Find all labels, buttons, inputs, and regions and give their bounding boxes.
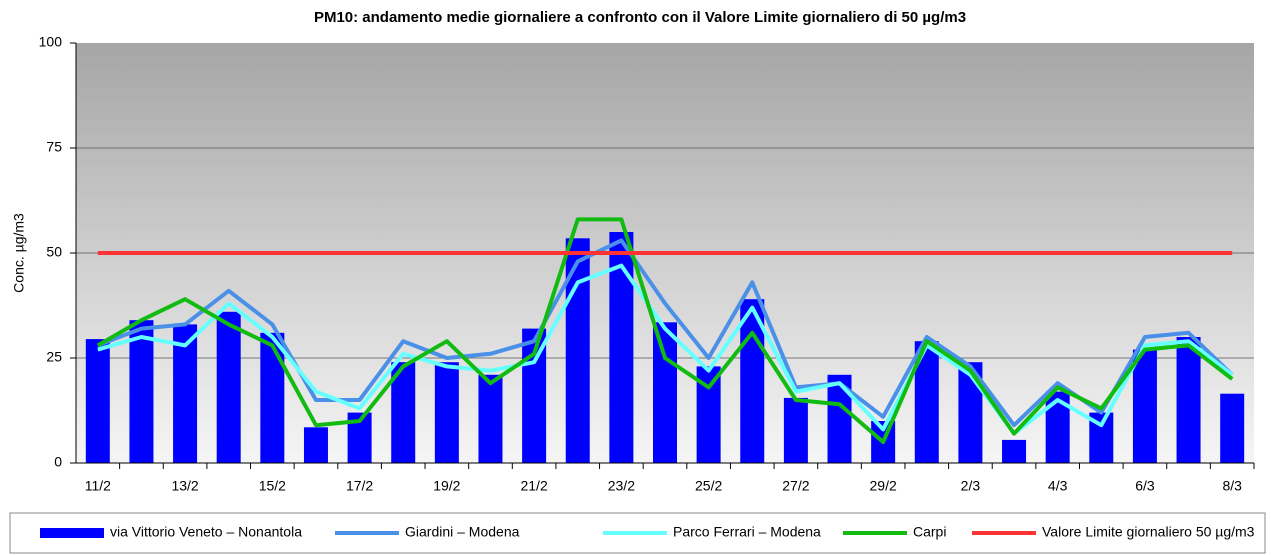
x-tick-label: 23/2 — [608, 478, 635, 494]
x-tick-label: 21/2 — [520, 478, 547, 494]
x-tick-label: 6/3 — [1135, 478, 1155, 494]
x-tick-label: 4/3 — [1048, 478, 1068, 494]
x-tick-label: 15/2 — [259, 478, 286, 494]
x-tick-label: 2/3 — [961, 478, 981, 494]
x-tick-label: 29/2 — [870, 478, 897, 494]
chart-title: PM10: andamento medie giornaliere a conf… — [314, 9, 966, 26]
bar — [1220, 393, 1245, 463]
legend-swatch — [40, 528, 104, 538]
bar — [1089, 412, 1114, 463]
y-axis-label: Conc. µg/m3 — [11, 213, 27, 293]
bar — [260, 332, 285, 463]
bar — [391, 362, 416, 463]
x-tick-label: 19/2 — [433, 478, 460, 494]
bar — [1002, 439, 1027, 463]
bar — [434, 362, 459, 463]
y-tick-label: 100 — [39, 34, 63, 50]
line — [96, 217, 1234, 444]
x-tick-label: 11/2 — [85, 478, 111, 494]
bar — [1045, 391, 1070, 463]
line — [97, 263, 1234, 436]
bar — [958, 362, 983, 463]
bar — [216, 311, 241, 463]
legend-label: Parco Ferrari – Modena — [673, 524, 821, 540]
x-tick-label: 25/2 — [695, 478, 722, 494]
bar — [173, 324, 198, 463]
line — [97, 238, 1234, 428]
y-tick-label: 25 — [46, 349, 62, 365]
bar — [827, 374, 852, 463]
bar — [653, 322, 677, 463]
legend-label: Carpi — [913, 524, 946, 540]
bar — [565, 238, 590, 463]
y-tick-label: 75 — [46, 139, 62, 155]
bar — [783, 397, 808, 463]
bar — [303, 427, 328, 463]
bar — [347, 412, 372, 463]
x-tick-label: 27/2 — [782, 478, 809, 494]
x-tick-label: 8/3 — [1222, 478, 1242, 494]
x-tick-label: 17/2 — [346, 478, 373, 494]
y-tick-label: 50 — [46, 244, 62, 260]
bar — [914, 341, 939, 463]
bar — [478, 374, 503, 463]
bar — [696, 366, 721, 463]
legend-label: Valore Limite giornaliero 50 µg/m3 — [1042, 524, 1255, 540]
bar — [609, 232, 634, 463]
y-tick-label: 0 — [54, 454, 62, 470]
bar — [1176, 337, 1201, 463]
legend-label: via Vittorio Veneto – Nonantola — [110, 524, 302, 540]
bar — [85, 339, 110, 463]
bar — [1132, 349, 1157, 463]
legend-label: Giardini – Modena — [405, 524, 520, 540]
x-tick-label: 13/2 — [171, 478, 198, 494]
bar — [129, 320, 154, 463]
